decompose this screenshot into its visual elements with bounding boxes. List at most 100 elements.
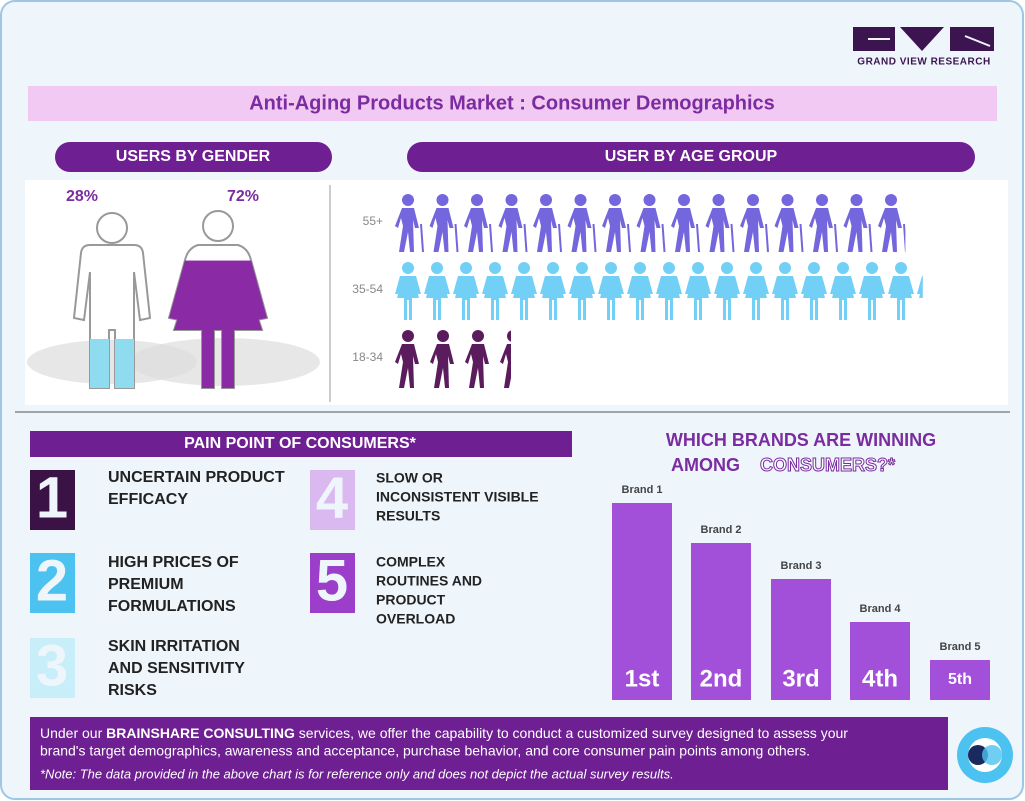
footer-bold: BRAINSHARE CONSULTING (106, 725, 295, 741)
icon-body (567, 208, 592, 252)
bar-label: Brand 4 (860, 603, 902, 615)
icon-cane (558, 223, 562, 253)
icon-body (598, 276, 624, 320)
row-label: 55+ (363, 214, 383, 228)
icon-body (395, 344, 419, 388)
section-title: USER BY AGE GROUP (605, 148, 778, 165)
footer-text: brand's target demographics, awareness a… (40, 743, 810, 759)
section-title: PAIN POINT OF CONSUMERS* (184, 435, 416, 452)
icon-head (518, 262, 530, 274)
icon-cane (661, 223, 666, 253)
icon-head (402, 262, 414, 274)
icon-head (576, 262, 588, 274)
icon-head (678, 194, 690, 206)
icon-head (574, 194, 587, 206)
icon-cane (696, 223, 700, 253)
chart-title: AMONG (671, 455, 740, 475)
pain-point-text: SLOW OR (376, 470, 443, 486)
logo-mark (853, 27, 994, 51)
icon-cane (903, 223, 906, 253)
icon-head (547, 262, 559, 274)
icon-body (830, 276, 856, 320)
icon-cane (454, 223, 459, 253)
pain-point-text: OVERLOAD (376, 611, 455, 627)
icon-body (500, 344, 511, 388)
icon-body (602, 208, 626, 252)
icon-body (917, 276, 923, 298)
chart-title: WHICH BRANDS ARE WINNING (666, 430, 936, 450)
svg-text:2: 2 (36, 548, 68, 613)
icon-head (609, 194, 621, 206)
icon-cane (834, 223, 838, 253)
page-title: Anti-Aging Products Market : Consumer De… (249, 92, 775, 114)
bar (612, 503, 672, 700)
icon-body (888, 276, 914, 320)
icon-body (429, 208, 454, 252)
icon-body (395, 276, 421, 320)
figure-outline (202, 210, 234, 242)
pain-point-text: UNCERTAIN PRODUCT (108, 469, 285, 486)
footer-note: *Note: The data provided in the above ch… (40, 766, 674, 781)
icon-head (402, 194, 414, 206)
icon-body (878, 208, 902, 252)
section-bar (30, 431, 572, 457)
pain-point-text: PREMIUM (108, 576, 184, 593)
icon-body (540, 276, 566, 320)
svg-text:1: 1 (36, 465, 68, 530)
icon-head (885, 194, 897, 206)
icon-head (692, 262, 704, 274)
number-icon: 2 (30, 548, 75, 613)
icon-body (636, 208, 661, 252)
pain-point-text: PRODUCT (376, 592, 446, 608)
icon-head (460, 262, 472, 274)
icon-body (740, 208, 764, 252)
icon-body (569, 276, 595, 320)
pain-point-text: INCONSISTENT VISIBLE (376, 489, 539, 505)
bar (930, 660, 990, 700)
chart-title: CONSUMERS?* (760, 455, 895, 475)
bar-label: Brand 5 (940, 641, 981, 653)
icon-cane (868, 223, 873, 253)
icon-body (671, 208, 695, 252)
icon-head (747, 194, 759, 206)
icon-cane (523, 223, 528, 253)
icon-head (437, 330, 449, 342)
pain-point-text: EFFICACY (108, 491, 188, 508)
icon-head (431, 262, 443, 274)
icon-cane (592, 223, 597, 253)
icon-head (471, 194, 483, 206)
icon-cane (765, 223, 769, 253)
icon-head (540, 194, 552, 206)
icon-head (472, 330, 484, 342)
icon-body (656, 276, 682, 320)
rank-label: 5th (948, 671, 972, 688)
icon-head (837, 262, 849, 274)
footer-text: Under our (40, 725, 103, 741)
footer-text: services, we offer the capability to con… (299, 725, 848, 741)
pain-point-text: ROUTINES AND (376, 573, 482, 589)
icon-head (507, 330, 511, 342)
section-title: USERS BY GENDER (116, 148, 271, 165)
icon-body (424, 276, 450, 320)
icon-body (774, 208, 799, 252)
icon-body (465, 344, 489, 388)
icon-body (809, 208, 833, 252)
rank-label: 4th (862, 665, 898, 692)
icon-body (801, 276, 827, 320)
icon-head (779, 262, 791, 274)
row-label: 18-34 (352, 350, 383, 364)
bar (771, 579, 831, 700)
svg-text:5: 5 (316, 548, 348, 613)
row-label: 35-54 (352, 282, 383, 296)
bar-label: Brand 1 (622, 484, 663, 496)
consult-icon (957, 727, 1013, 783)
value-label: 28% (66, 188, 98, 205)
rank-label: 1st (625, 665, 660, 692)
icon-row (395, 330, 511, 388)
logo-text: GRAND VIEW RESEARCH (857, 57, 990, 68)
number-icon: 4 (310, 465, 355, 530)
icon-row (395, 262, 923, 320)
icon-body (685, 276, 711, 320)
pain-point-text: RESULTS (376, 508, 440, 524)
